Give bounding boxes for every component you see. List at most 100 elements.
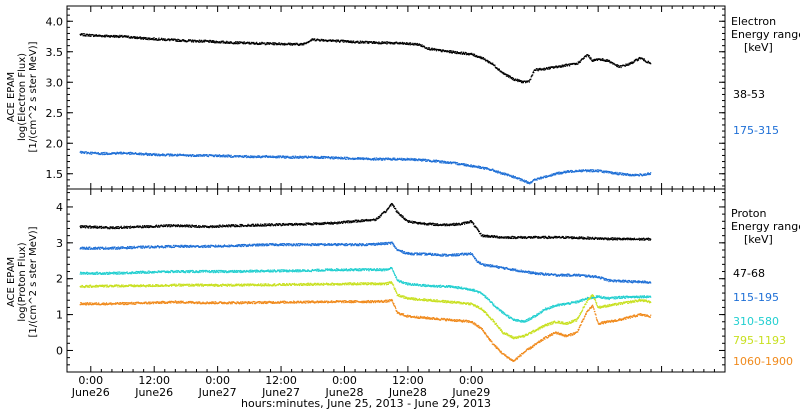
electron-point-38-53 — [175, 39, 177, 41]
electron-point-38-53 — [348, 41, 350, 43]
proton-point-47-68 — [310, 223, 312, 225]
electron-point-38-53 — [413, 44, 415, 46]
electron-point-175-315 — [545, 175, 547, 177]
electron-point-38-53 — [148, 39, 150, 41]
proton-point-47-68 — [458, 223, 461, 225]
proton-point-47-68 — [347, 222, 349, 224]
electron-point-38-53 — [106, 34, 108, 36]
electron-point-175-315 — [150, 153, 152, 155]
electron-point-38-53 — [183, 40, 186, 42]
electron-point-175-315 — [159, 154, 161, 156]
proton-point-47-68 — [387, 208, 389, 210]
proton-ytick-label: 2 — [56, 273, 63, 286]
electron-point-38-53 — [386, 41, 388, 43]
electron-point-175-315 — [102, 151, 105, 154]
proton-point-47-68 — [214, 225, 216, 227]
proton-point-47-68 — [643, 237, 645, 239]
electron-point-175-315 — [555, 174, 557, 176]
electron-point-38-53 — [133, 36, 135, 38]
proton-point-47-68 — [391, 203, 394, 205]
electron-point-38-53 — [472, 55, 475, 57]
electron-point-175-315 — [269, 155, 271, 157]
electron-point-175-315 — [217, 155, 219, 157]
proton-point-47-68 — [601, 238, 603, 240]
proton-point-47-68 — [252, 224, 254, 226]
electron-point-175-315 — [220, 155, 222, 158]
proton-point-47-68 — [181, 224, 183, 226]
proton-point-47-68 — [524, 236, 526, 239]
proton-point-47-68 — [120, 226, 122, 229]
electron-point-175-315 — [581, 169, 583, 171]
electron-point-175-315 — [249, 156, 251, 159]
proton-point-47-68 — [439, 224, 441, 226]
proton-point-47-68 — [357, 221, 359, 223]
electron-point-38-53 — [506, 74, 508, 76]
electron-point-38-53 — [479, 56, 482, 59]
electron-point-38-53 — [138, 37, 141, 39]
electron-point-175-315 — [113, 152, 115, 155]
proton-point-47-68 — [247, 223, 249, 225]
proton-point-47-68 — [128, 226, 131, 228]
proton-point-47-68 — [308, 223, 310, 225]
electron-point-175-315 — [168, 153, 170, 155]
proton-point-47-68 — [250, 224, 253, 226]
electron-point-175-315 — [267, 156, 270, 158]
proton-point-47-68 — [548, 235, 550, 238]
electron-point-38-53 — [650, 63, 652, 65]
electron-point-38-53 — [237, 42, 239, 44]
proton-point-47-68 — [436, 224, 438, 226]
electron-point-175-315 — [489, 168, 491, 171]
proton-point-47-68 — [452, 224, 455, 226]
proton-point-47-68 — [106, 226, 108, 228]
electron-point-38-53 — [212, 40, 214, 42]
electron-point-175-315 — [257, 156, 259, 158]
electron-point-175-315 — [200, 155, 202, 157]
proton-point-47-68 — [254, 224, 256, 226]
proton-point-47-68 — [509, 237, 512, 240]
electron-point-38-53 — [549, 68, 551, 70]
electron-point-175-315 — [580, 169, 583, 171]
electron-point-38-53 — [385, 43, 388, 45]
electron-point-175-315 — [387, 157, 389, 159]
proton-point-47-68 — [318, 223, 320, 226]
electron-point-38-53 — [181, 40, 183, 42]
electron-point-38-53 — [608, 59, 610, 62]
proton-point-47-68 — [247, 224, 249, 226]
proton-point-47-68 — [93, 227, 95, 229]
proton-point-47-68 — [374, 219, 377, 221]
electron-point-175-315 — [340, 158, 342, 160]
proton-point-47-68 — [582, 237, 584, 240]
electron-point-38-53 — [337, 39, 340, 41]
electron-point-175-315 — [469, 166, 472, 168]
electron-point-175-315 — [375, 159, 377, 161]
electron-point-38-53 — [559, 65, 561, 67]
electron-point-38-53 — [397, 43, 399, 45]
proton-point-47-68 — [152, 226, 155, 228]
electron-point-38-53 — [174, 38, 176, 40]
proton-point-47-68 — [411, 220, 413, 222]
proton-point-47-68 — [454, 224, 456, 227]
electron-point-38-53 — [386, 43, 388, 45]
proton-point-47-68 — [486, 234, 489, 236]
electron-point-38-53 — [200, 39, 203, 41]
proton-point-47-68 — [277, 224, 280, 226]
electron-point-38-53 — [183, 39, 185, 41]
proton-point-47-68 — [376, 217, 378, 219]
electron-point-175-315 — [596, 169, 599, 171]
electron-point-175-315 — [631, 173, 634, 176]
proton-point-47-68 — [111, 226, 113, 228]
electron-point-38-53 — [530, 76, 532, 78]
proton-point-47-68 — [90, 225, 92, 228]
electron-point-175-315 — [228, 155, 230, 157]
electron-point-38-53 — [640, 58, 642, 60]
electron-point-38-53 — [347, 40, 350, 42]
proton-point-47-68 — [510, 237, 513, 240]
electron-point-175-315 — [178, 154, 180, 156]
proton-point-47-68 — [116, 227, 118, 229]
electron-point-175-315 — [516, 177, 518, 180]
electron-point-175-315 — [340, 157, 342, 159]
electron-point-38-53 — [509, 75, 511, 77]
electron-point-175-315 — [622, 172, 624, 174]
electron-point-38-53 — [168, 38, 170, 40]
electron-point-175-315 — [557, 171, 560, 173]
